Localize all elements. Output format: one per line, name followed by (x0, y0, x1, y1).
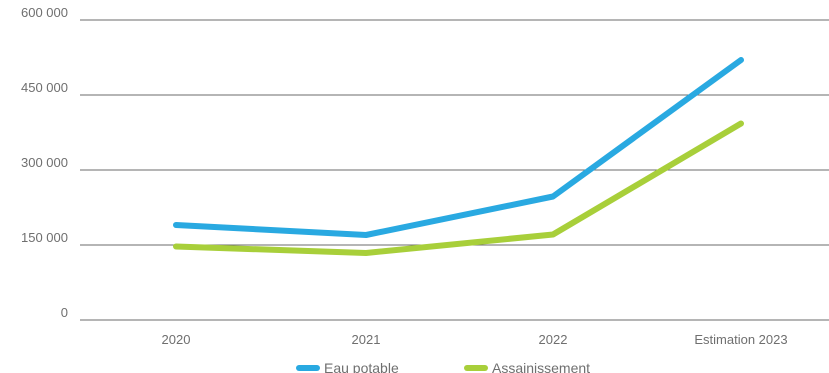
series-line-0 (173, 57, 744, 238)
gridlines (80, 19, 829, 321)
series-lines (173, 57, 744, 256)
x-tick-label: 2022 (539, 332, 568, 347)
x-tick-label: 2020 (162, 332, 191, 347)
y-tick-label: 600 000 (21, 5, 68, 20)
legend-label-0: Eau potable (324, 360, 399, 373)
y-tick-label: 450 000 (21, 80, 68, 95)
series-line-1 (173, 120, 744, 256)
x-tick-label: 2021 (352, 332, 381, 347)
x-tick-label: Estimation 2023 (694, 332, 787, 347)
y-axis-tick-labels: 0 150 000 300 000 450 000 600 000 (21, 5, 68, 320)
legend-label-1: Assainissement (492, 360, 590, 373)
legend: Eau potable Assainissement (296, 360, 590, 373)
y-tick-label: 300 000 (21, 155, 68, 170)
y-tick-label: 0 (61, 305, 68, 320)
x-axis-tick-labels: 2020 2021 2022 Estimation 2023 (162, 332, 788, 347)
y-tick-label: 150 000 (21, 230, 68, 245)
